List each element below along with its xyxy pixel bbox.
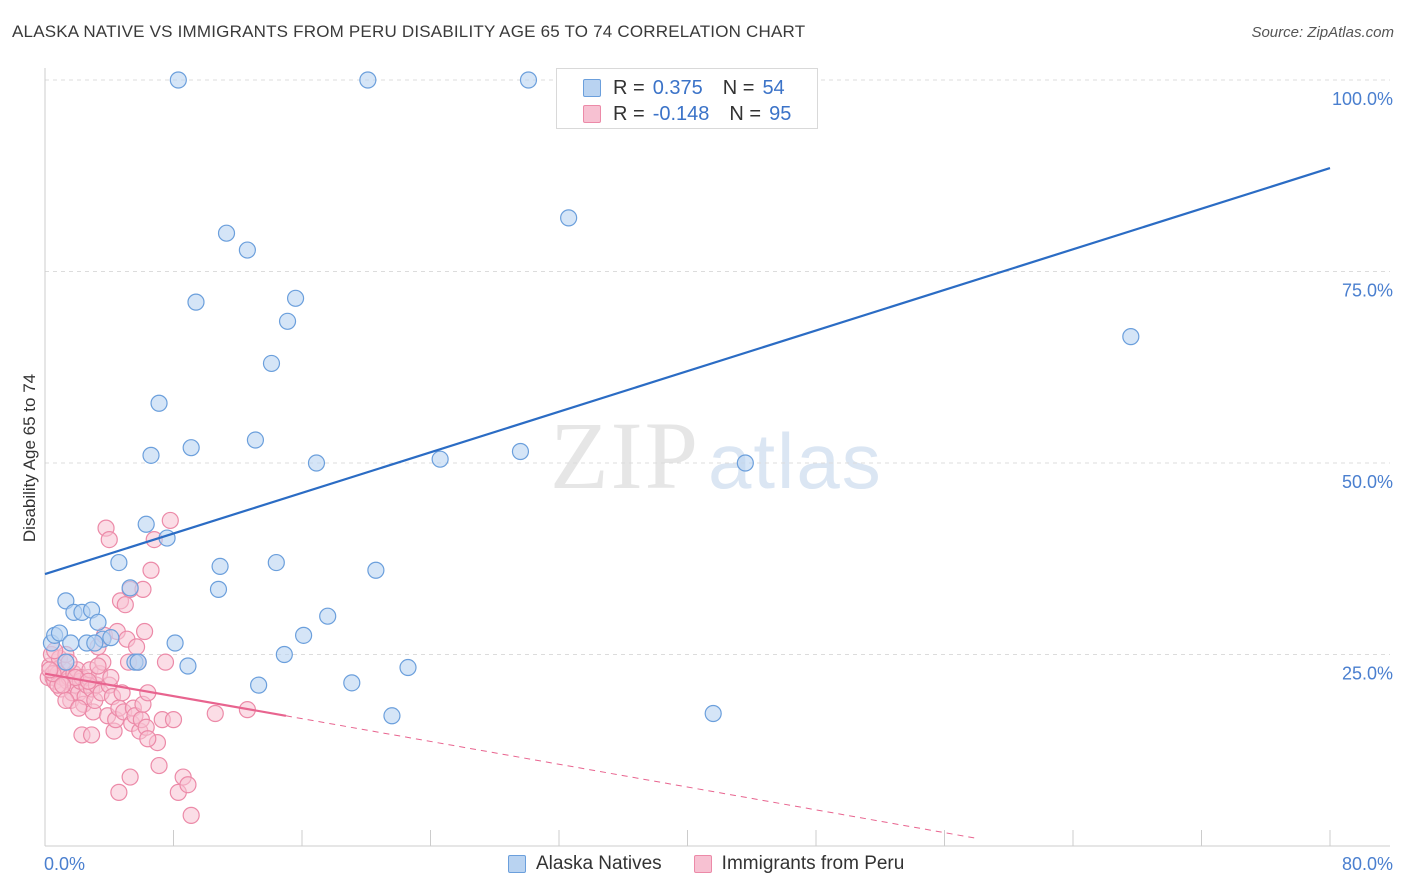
alaska-point [217, 224, 236, 242]
n-label: N = [729, 102, 762, 125]
alaska-point [704, 704, 722, 723]
peru-point [156, 653, 175, 671]
peru-point [116, 596, 134, 614]
alaska-point [211, 557, 229, 576]
peru-point [135, 622, 154, 641]
alaska-point [238, 241, 256, 259]
peru-point [206, 704, 224, 723]
alaska-point [295, 626, 313, 644]
alaska-point [102, 629, 120, 647]
alaska-point [307, 454, 326, 472]
alaska-point [187, 293, 205, 311]
legend-label: Alaska Natives [536, 853, 662, 874]
alaska-point [267, 553, 285, 572]
alaska-point [736, 454, 754, 472]
alaska-point [137, 515, 155, 533]
alaska-point [519, 71, 538, 89]
x-tick-label: 80.0% [1342, 854, 1393, 874]
alaska-point [62, 634, 80, 652]
legend-item-immigrants-peru[interactable]: Immigrants from Peru [693, 853, 905, 875]
alaska-point [121, 579, 139, 597]
alaska-point [1122, 328, 1140, 346]
alaska-point [262, 354, 281, 373]
alaska-point [275, 645, 293, 664]
y-axis-label: Disability Age 65 to 74 [20, 373, 39, 543]
alaska-point [246, 431, 265, 449]
peru-point [82, 726, 101, 744]
alaska-point [166, 634, 184, 652]
alaska-point [57, 653, 75, 671]
peru-point [100, 530, 118, 549]
n-value: 54 [762, 76, 785, 99]
peru-point [127, 638, 146, 656]
alaska-point [89, 613, 107, 631]
watermark-atlas: atlas [708, 417, 883, 505]
correlation-legend: R = 0.375 N = 54 R = -0.148 N = 95 [556, 68, 818, 129]
peru-point [164, 711, 183, 729]
legend-label: Immigrants from Peru [721, 853, 905, 874]
r-value: -0.148 [652, 102, 710, 125]
alaska-point [278, 312, 297, 330]
legend-item-alaska-natives[interactable]: Alaska Natives [508, 853, 662, 875]
alaska-point [150, 394, 168, 412]
peru-point [139, 730, 157, 748]
alaska-point [50, 624, 69, 642]
r-value: 0.375 [652, 76, 703, 99]
y-tick-label: 50.0% [1342, 472, 1393, 492]
series-legend: Alaska Natives Immigrants from Peru [508, 852, 936, 876]
peru-point [110, 783, 128, 801]
peru-point [179, 776, 197, 794]
alaska-point [169, 71, 187, 89]
peru-trend-line [44, 672, 287, 717]
alaska-point [319, 607, 337, 625]
peru-trend-extension [285, 715, 977, 839]
alaska-point [110, 553, 128, 572]
alaska-point [431, 450, 449, 468]
alaska-point [367, 561, 385, 579]
alaska-point [179, 657, 197, 675]
alaska-trend-line [44, 167, 1331, 576]
legend-row-peru: R = -0.148 N = 95 [583, 102, 791, 126]
alaska-point [383, 707, 401, 725]
legend-row-alaska: R = 0.375 N = 54 [583, 76, 785, 100]
peru-point [70, 699, 88, 717]
x-tick-label: 0.0% [44, 854, 85, 874]
n-label: N = [722, 76, 755, 99]
alaska-point [209, 580, 228, 598]
watermark-zip: ZIP [550, 402, 700, 509]
alaska-swatch [583, 79, 601, 97]
alaska-point [286, 289, 305, 307]
y-tick-label: 25.0% [1342, 664, 1393, 684]
r-label: R = [613, 76, 645, 99]
n-value: 95 [769, 102, 792, 125]
alaska-point [129, 653, 147, 671]
alaska-point [399, 658, 417, 677]
chart-title: ALASKA NATIVE VS IMMIGRANTS FROM PERU DI… [12, 22, 806, 41]
peru-point [54, 676, 72, 694]
alaska-point [560, 209, 578, 227]
y-tick-label: 75.0% [1342, 281, 1393, 301]
y-tick-label: 100.0% [1332, 89, 1393, 109]
peru-point [182, 806, 200, 824]
alaska-point [511, 442, 530, 461]
peru-swatch [583, 105, 601, 123]
watermark: ZIP atlas [550, 400, 883, 511]
alaska-point [142, 446, 160, 464]
peru-point [142, 561, 160, 579]
peru-swatch [693, 855, 712, 873]
r-label: R = [613, 102, 645, 125]
alaska-point [343, 674, 361, 692]
peru-point [89, 657, 107, 675]
alaska-point [359, 71, 377, 89]
peru-point [150, 756, 168, 775]
source-label: Source: ZipAtlas.com [1251, 24, 1394, 41]
peru-point [121, 768, 139, 786]
alaska-point [250, 676, 268, 694]
alaska-point [182, 439, 200, 457]
alaska-point [86, 634, 104, 652]
alaska-swatch [508, 855, 526, 873]
peru-point [161, 511, 179, 530]
